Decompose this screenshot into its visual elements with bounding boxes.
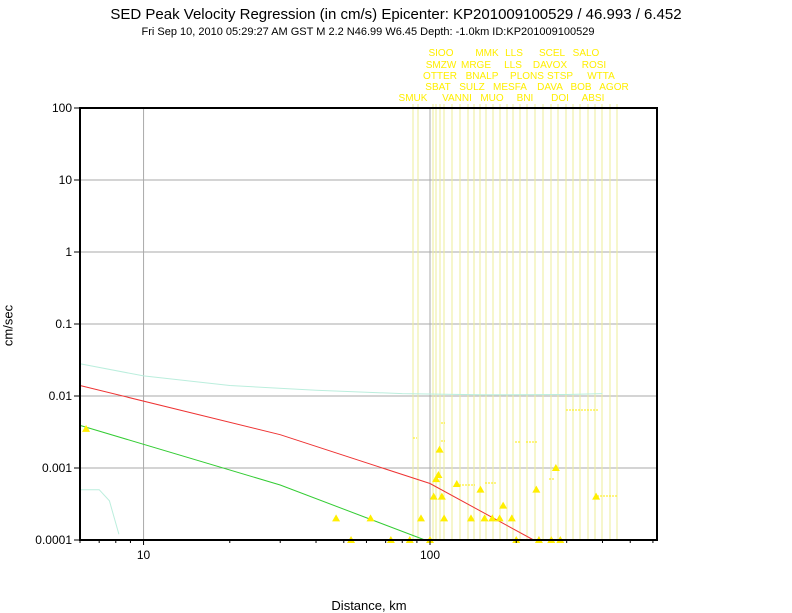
station-label: MRGE	[461, 60, 491, 71]
station-marker	[480, 514, 489, 522]
regression-line	[79, 424, 426, 541]
station-label: ABSI	[582, 93, 605, 104]
station-label: MUO	[480, 93, 504, 104]
grid-lines	[80, 107, 657, 541]
station-label: ROSI	[582, 60, 606, 71]
station-label: MESFA	[493, 82, 527, 93]
station-label: WTTA	[587, 71, 615, 82]
station-marker	[440, 514, 449, 522]
station-marker	[466, 514, 475, 522]
station-label: STSP	[547, 71, 573, 82]
y-tick-label: 1	[65, 245, 72, 259]
station-label: AGOR	[599, 82, 628, 93]
station-label: OTTER	[423, 71, 457, 82]
station-marker	[592, 492, 601, 500]
station-label: DOI	[551, 93, 569, 104]
station-marker	[416, 514, 425, 522]
station-marker	[532, 485, 541, 493]
chart-subtitle: Fri Sep 10, 2010 05:29:27 AM GST M 2.2 N…	[141, 26, 595, 38]
station-label: SALO	[573, 48, 600, 59]
regression-line	[79, 385, 534, 541]
x-tick-label: 10	[137, 548, 151, 562]
station-marker	[435, 445, 444, 453]
station-label: SULZ	[459, 82, 485, 93]
station-marker	[437, 492, 446, 500]
station-label: DAVA	[537, 82, 563, 93]
y-tick-label: 0.0001	[35, 533, 72, 547]
station-labels: SIOO MMK LLS SCEL SALO SMZW MRGE LLS DAVOX ROSI OT…	[399, 48, 629, 104]
x-axis-label: Distance, km	[331, 598, 407, 613]
axis-ticks: 100 10 1 0.1 0.01 0.001 0.0001 10 100	[35, 101, 654, 562]
station-pointers	[413, 409, 617, 497]
y-tick-label: 100	[52, 101, 72, 115]
regression-line	[79, 363, 603, 396]
station-marker	[82, 424, 91, 432]
station-marker	[452, 479, 461, 487]
y-tick-label: 0.01	[49, 389, 73, 403]
station-label: MMK	[475, 48, 499, 59]
station-marker	[429, 492, 438, 500]
station-label: BNALP	[466, 71, 499, 82]
station-marker	[366, 514, 375, 522]
station-label: SBAT	[425, 82, 450, 93]
station-marker	[507, 514, 516, 522]
station-label: SMZW	[426, 60, 457, 71]
station-label: PLONS	[510, 71, 544, 82]
station-marker	[488, 514, 497, 522]
station-leader-lines	[412, 104, 618, 540]
station-label: LLS	[505, 48, 523, 59]
station-label: LLS	[504, 60, 522, 71]
y-tick-label: 10	[59, 173, 73, 187]
station-label: SIOO	[428, 48, 453, 59]
station-label: SMUK	[399, 93, 428, 104]
station-marker	[551, 464, 560, 471]
regression-line	[80, 489, 120, 535]
station-label: BNI	[517, 93, 534, 104]
station-marker	[432, 475, 441, 483]
station-label: DAVOX	[533, 60, 568, 71]
regression-curves	[79, 363, 603, 541]
station-marker	[499, 501, 508, 509]
station-marker	[476, 485, 485, 493]
station-label: BOB	[570, 82, 591, 93]
station-markers	[82, 424, 601, 543]
station-marker	[332, 514, 341, 522]
station-label: SCEL	[539, 48, 566, 59]
station-marker	[434, 470, 443, 478]
station-marker	[495, 514, 504, 522]
y-tick-label: 0.001	[42, 461, 72, 475]
y-tick-label: 0.1	[55, 317, 72, 331]
station-label: VANNI	[442, 93, 472, 104]
x-tick-label: 100	[420, 548, 440, 562]
chart-title: SED Peak Velocity Regression (in cm/s) E…	[110, 6, 682, 23]
